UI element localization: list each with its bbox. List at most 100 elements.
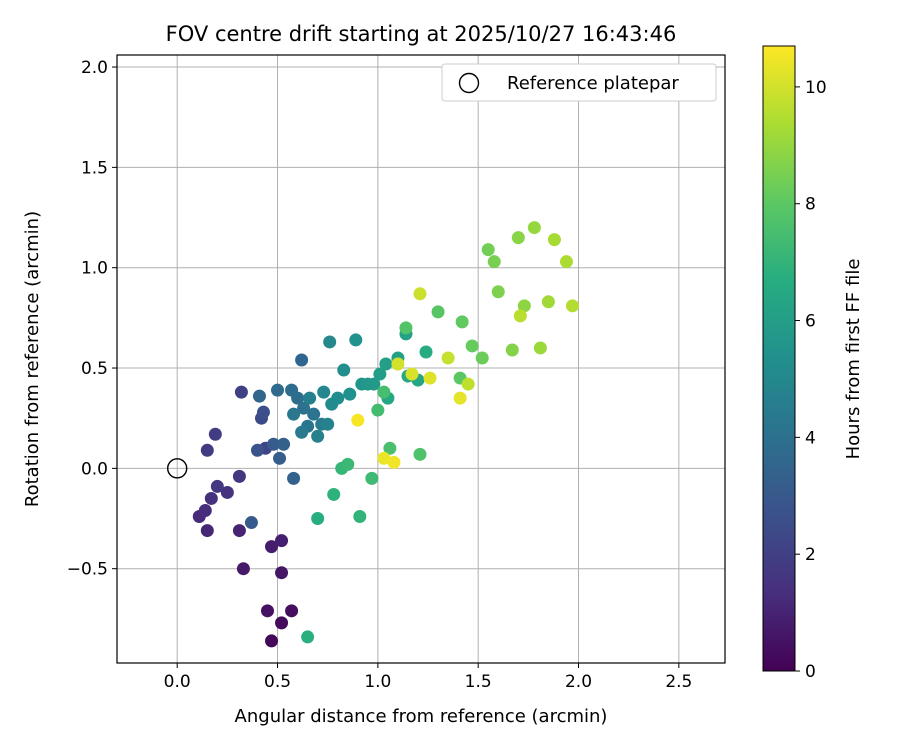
scatter-point <box>285 604 299 618</box>
y-tick-label: 2.0 <box>81 58 108 78</box>
scatter-point <box>505 343 519 357</box>
scatter-point <box>343 387 357 401</box>
scatter-point <box>527 221 541 235</box>
x-tick-label: 0.0 <box>164 672 191 692</box>
scatter-point <box>413 287 427 301</box>
scatter-point <box>349 333 363 347</box>
scatter-point <box>423 371 437 385</box>
scatter-point <box>198 503 212 517</box>
legend-label: Reference platepar <box>507 73 679 94</box>
scatter-point <box>413 447 427 461</box>
colorbar-ticks: 0 2 4 6 8 10 <box>795 78 827 682</box>
scatter-point <box>533 341 547 355</box>
scatter-point <box>307 407 321 421</box>
scatter-point <box>265 634 279 648</box>
scatter-point <box>220 485 234 499</box>
y-tick-label: 1.0 <box>81 259 108 279</box>
scatter-point <box>267 437 281 451</box>
scatter-point <box>491 285 505 299</box>
scatter-point <box>337 363 351 377</box>
legend-box <box>441 63 717 102</box>
scatter-point <box>210 479 224 493</box>
colorbar-tick-label: 8 <box>805 195 816 215</box>
scatter-point <box>391 357 405 371</box>
scatter-point <box>431 305 445 319</box>
scatter-point <box>541 295 555 309</box>
scatter-point <box>208 427 222 441</box>
scatter-point <box>481 243 495 257</box>
scatter-point <box>455 315 469 329</box>
reference-platepar-marker <box>166 458 188 479</box>
scatter-point <box>311 512 325 526</box>
x-axis-label: Angular distance from reference (arcmin) <box>235 706 608 727</box>
scatter-point <box>311 429 325 443</box>
scatter-point <box>465 339 479 353</box>
x-tick-label: 0.5 <box>264 672 291 692</box>
scatter-point <box>200 524 214 538</box>
scatter-point <box>475 351 489 365</box>
scatter-point <box>250 443 264 457</box>
y-tick-label: 0.5 <box>81 359 108 379</box>
scatter-point <box>513 309 527 323</box>
scatter-point <box>323 335 337 349</box>
x-tick-label: 2.0 <box>565 672 592 692</box>
scatter-point <box>383 441 397 455</box>
chart-title: FOV centre drift starting at 2025/10/27 … <box>166 22 677 46</box>
scatter-point <box>441 351 455 365</box>
scatter-point <box>365 471 379 485</box>
y-axis-ticks: −0.5 0.0 0.5 1.0 1.5 2.0 <box>67 58 117 580</box>
scatter-point <box>379 357 393 371</box>
scatter-point <box>453 391 467 405</box>
scatter-point <box>275 566 289 580</box>
y-tick-label: 0.0 <box>81 459 108 479</box>
grid <box>117 55 725 663</box>
scatter-point <box>559 255 573 269</box>
scatter-point <box>377 451 391 465</box>
scatter-point <box>461 377 475 391</box>
scatter-point <box>234 385 248 399</box>
scatter-point <box>277 437 291 451</box>
x-tick-label: 2.5 <box>665 672 692 692</box>
scatter-point <box>273 451 287 465</box>
scatter-point <box>232 469 246 483</box>
y-tick-label: −0.5 <box>67 560 108 580</box>
colorbar-tick-label: 6 <box>805 312 816 332</box>
scatter-point <box>511 231 525 245</box>
scatter-point <box>405 367 419 381</box>
legend: Reference platepar <box>441 63 717 102</box>
scatter-point <box>377 385 391 399</box>
scatter-point <box>244 516 258 530</box>
scatter-point <box>321 417 335 431</box>
scatter-point <box>371 403 385 417</box>
scatter-point <box>265 540 279 554</box>
scatter-point <box>517 299 531 313</box>
scatter-point <box>297 401 311 415</box>
scatter-point <box>260 604 274 618</box>
scatter-point <box>373 367 387 381</box>
scatter-point <box>331 391 345 405</box>
scatter-point <box>387 455 401 469</box>
x-tick-label: 1.5 <box>465 672 492 692</box>
colorbar: 0 2 4 6 8 10 Hours from first FF file <box>762 45 864 682</box>
reference-marker-group <box>166 458 188 479</box>
scatter-point <box>256 405 270 419</box>
x-axis-ticks: 0.0 0.5 1.0 1.5 2.0 2.5 <box>164 663 692 692</box>
scatter-point <box>200 443 214 457</box>
scatter-point <box>252 389 266 403</box>
colorbar-gradient <box>762 45 796 672</box>
scatter-point <box>301 630 315 644</box>
scatter-point <box>547 233 561 247</box>
scatter-point <box>351 413 365 427</box>
scatter-point <box>287 471 301 485</box>
scatter-point <box>399 321 413 335</box>
scatter-point <box>353 510 367 524</box>
y-axis-label: Rotation from reference (arcmin) <box>22 211 43 507</box>
scatter-point <box>204 491 218 505</box>
scatter-point <box>295 425 309 439</box>
scatter-point <box>367 377 381 391</box>
plot-frame <box>116 54 726 664</box>
y-tick-label: 1.5 <box>81 158 108 178</box>
scatter-point <box>317 385 331 399</box>
legend-marker <box>458 72 480 94</box>
